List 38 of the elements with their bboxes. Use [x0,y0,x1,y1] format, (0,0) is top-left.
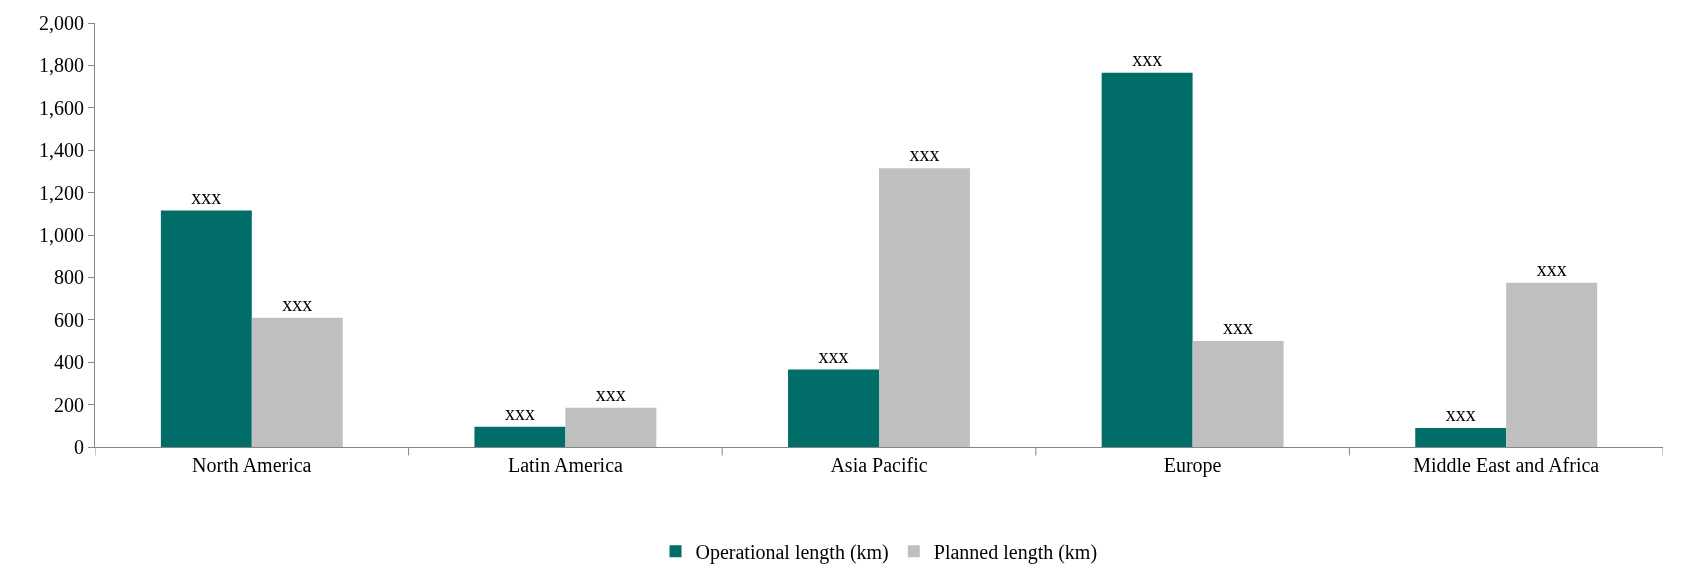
legend-label: Operational length (km) [695,541,889,565]
data-label: xxx [1536,257,1567,280]
legend-label: Planned length (km) [933,541,1098,565]
y-tick-label: 800 [54,266,84,289]
bar [1101,72,1193,447]
bar [565,407,657,447]
bar [1506,282,1598,447]
y-tick-label: 1,200 [39,181,84,204]
bar [788,369,879,447]
y-tick-label: 400 [54,351,84,374]
bar [879,168,970,447]
bar [160,210,252,447]
bar [251,317,343,447]
bar [1415,427,1507,447]
data-label: xxx [504,401,535,424]
x-tick-label: Middle East and Africa [1413,454,1600,476]
x-tick-label: Asia Pacific [830,454,928,476]
data-label: xxx [1223,316,1254,338]
data-label: xxx [191,185,222,208]
data-label: xxx [909,143,940,166]
bar [1192,341,1284,447]
y-tick-label: 2,000 [39,12,84,34]
data-label: xxx [818,344,849,367]
x-tick-label: Latin America [507,454,623,476]
y-tick-label: 1,000 [39,224,84,246]
y-tick-label: 1,800 [39,54,84,77]
y-tick-label: 1,400 [39,139,84,162]
y-tick-label: 1,600 [39,96,84,119]
y-tick-label: 0 [74,436,84,458]
x-tick-label: North America [192,454,312,476]
data-label: xxx [1132,47,1163,70]
data-label: xxx [282,292,313,315]
y-tick-label: 600 [54,308,84,331]
data-label: xxx [1445,402,1476,425]
y-tick-label: 200 [54,393,84,416]
x-tick-label: Europe [1163,454,1222,477]
data-label: xxx [595,382,626,405]
bar [474,426,566,447]
